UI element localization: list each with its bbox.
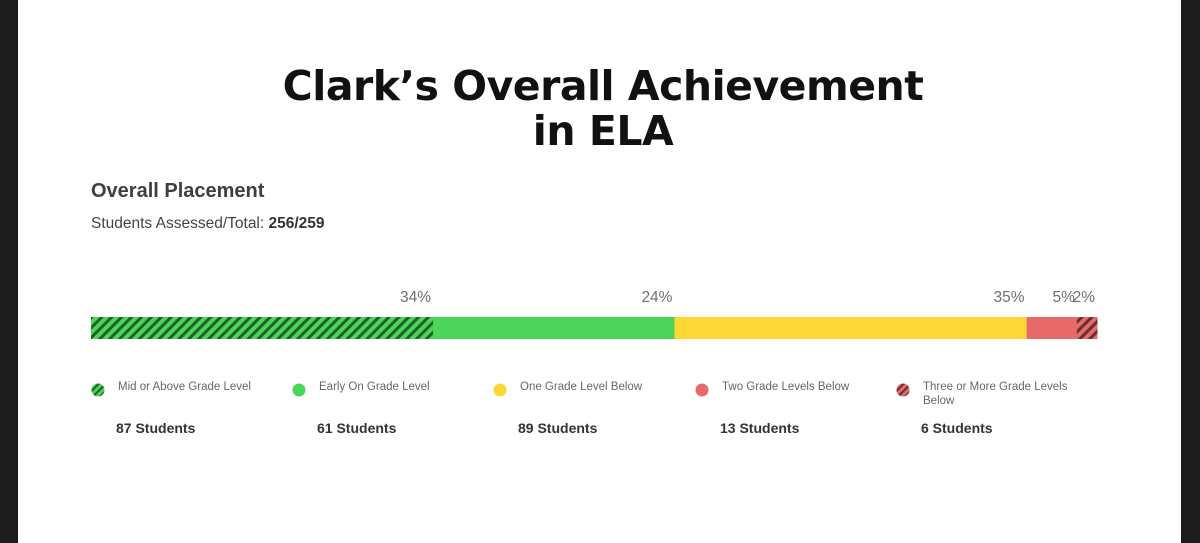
legend-swatch-1 [91, 383, 105, 397]
legend-count-3: 89 Students [518, 420, 598, 436]
legend-count-5: 6 Students [921, 420, 993, 436]
legend-label-5: Three or More Grade Levels Below [923, 381, 1068, 407]
bar-segment-5 [1076, 317, 1098, 339]
slide: Clark’s Overall Achievement in ELA Overa… [18, 0, 1181, 543]
legend-swatch-3 [493, 383, 507, 397]
bar-segment-1 [91, 317, 434, 339]
legend-swatch-4 [695, 383, 709, 397]
bar-segment-2 [433, 317, 675, 339]
legend-label-3: One Grade Level Below [520, 381, 643, 393]
legend-count-1: 87 Students [116, 420, 196, 436]
bar-segments [91, 317, 1098, 339]
legend-swatch-2 [292, 383, 306, 397]
percent-label-1: 34% [400, 289, 431, 306]
students-assessed: Students Assessed/Total: 256/259 [91, 215, 325, 233]
bar-segment-4 [1026, 317, 1078, 339]
legend-swatch-5 [896, 383, 910, 397]
bar-segment-3 [674, 317, 1028, 339]
title-line-2: in ELA [532, 107, 674, 155]
students-assessed-value: 256/259 [268, 215, 325, 232]
legend-count-4: 13 Students [720, 420, 800, 436]
students-assessed-label: Students Assessed/Total: [91, 215, 269, 232]
percent-label-2: 24% [641, 289, 672, 306]
percent-label-5: 2% [1073, 289, 1096, 306]
percent-label-3: 35% [994, 289, 1025, 306]
title-line-1: Clark’s Overall Achievement [282, 62, 924, 110]
percent-label-4: 5% [1052, 289, 1075, 306]
legend-label-4: Two Grade Levels Below [722, 381, 850, 393]
legend-label-1: Mid or Above Grade Level [118, 381, 251, 393]
legend-count-2: 61 Students [317, 420, 397, 436]
legend-label-2: Early On Grade Level [319, 381, 430, 393]
stacked-bar-chart: 34% 24% 35% 5%2% [91, 289, 1098, 339]
percent-labels: 34% 24% 35% 5%2% [400, 289, 1095, 306]
chart-title: Clark’s Overall Achievement in ELA [18, 64, 1188, 154]
overall-placement-heading: Overall Placement [91, 180, 265, 202]
